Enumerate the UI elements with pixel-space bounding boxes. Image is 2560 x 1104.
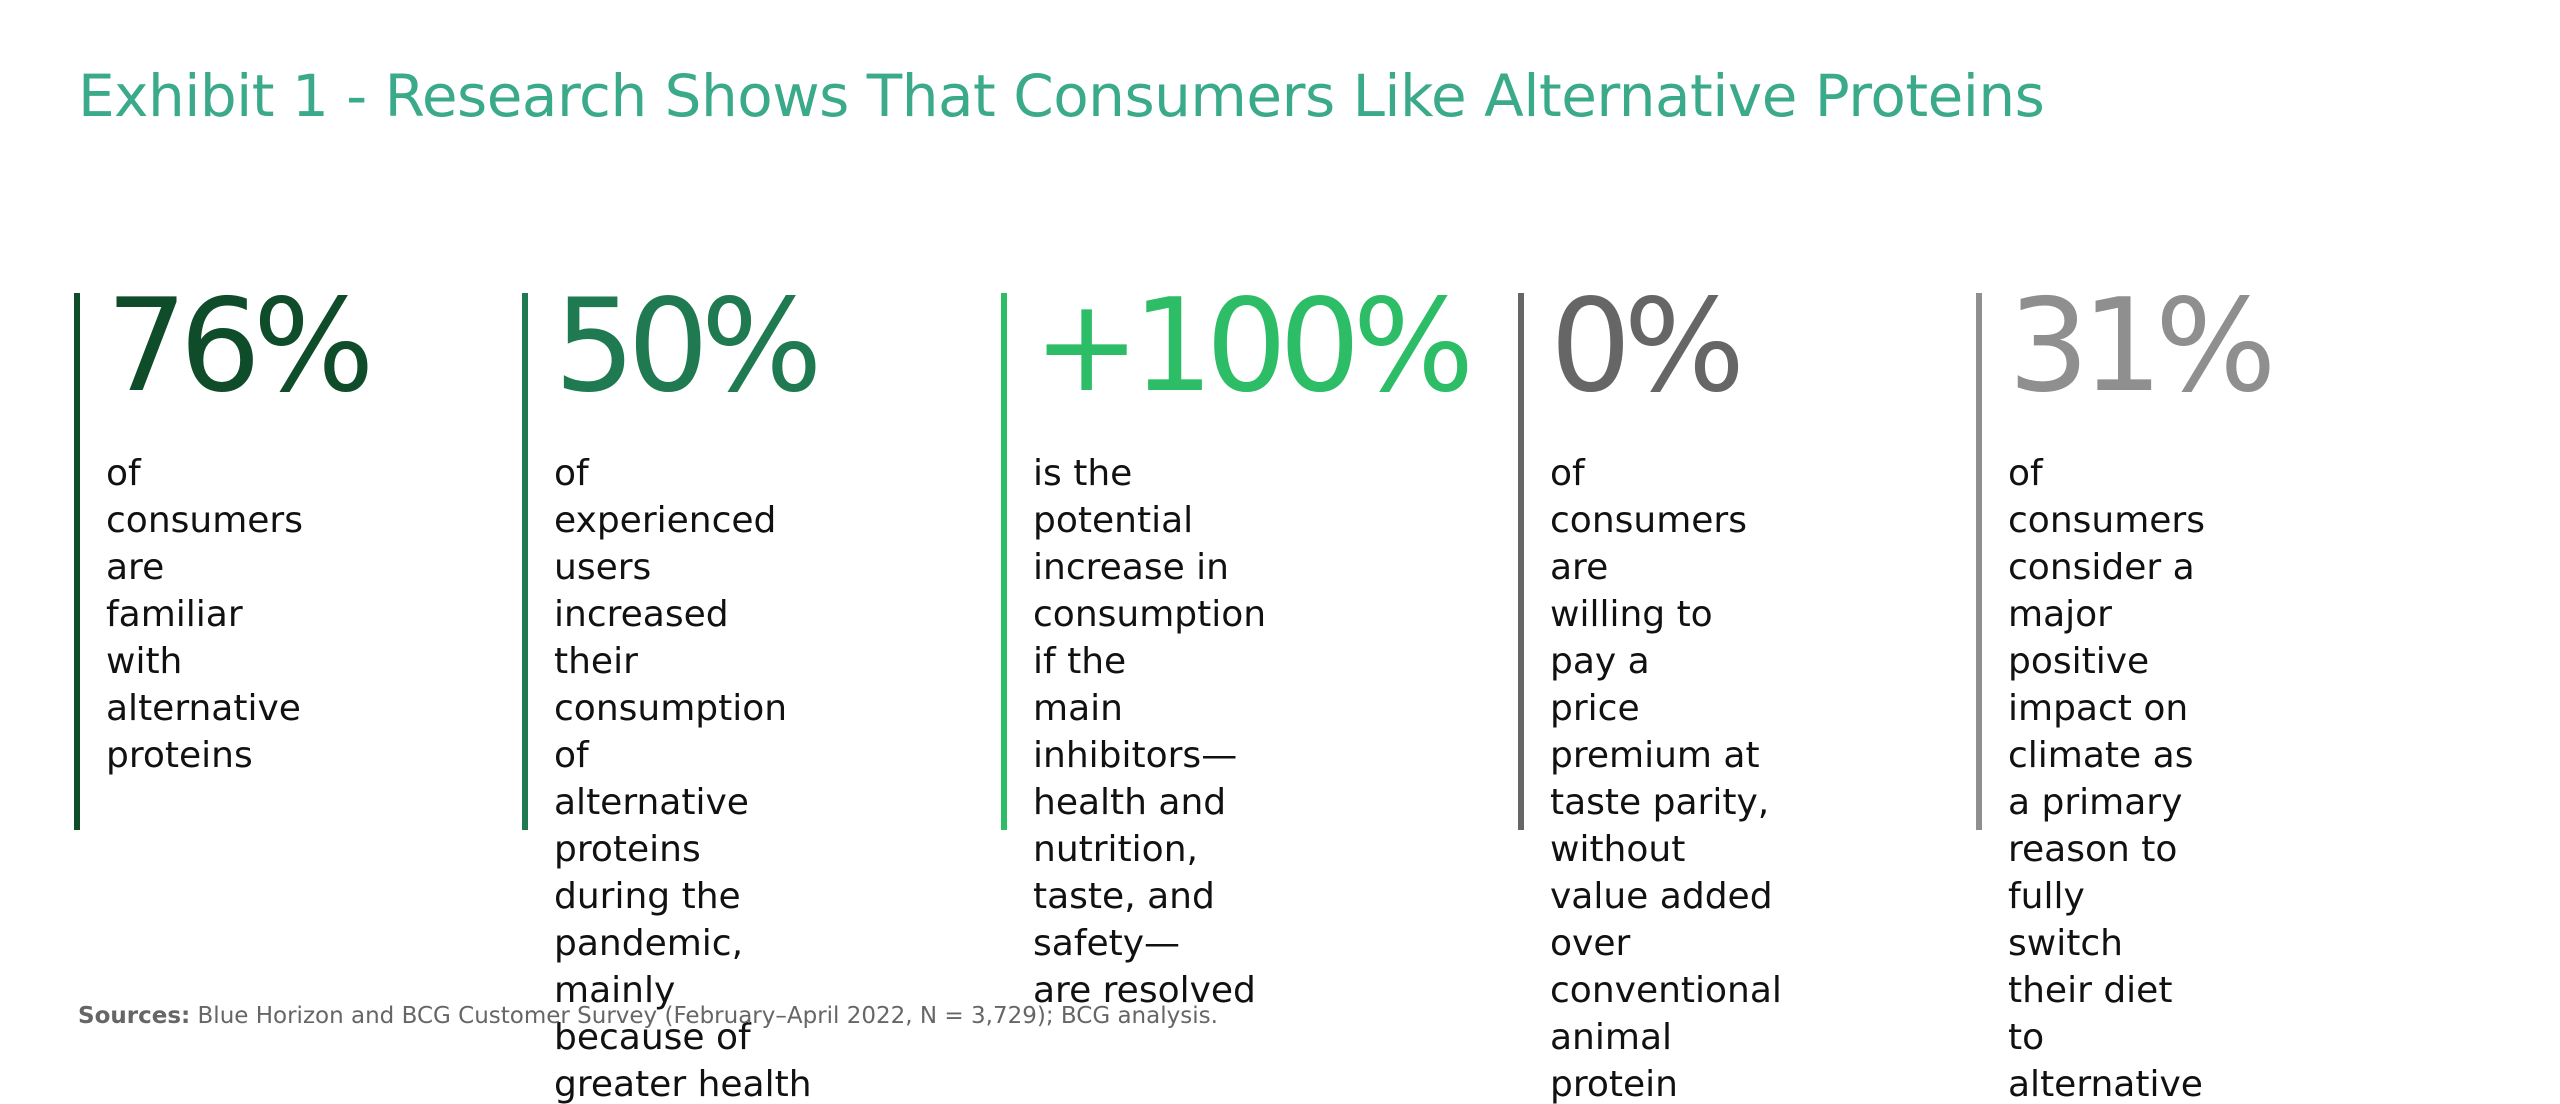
stat-description: of consumers are willing to pay a price … [1550, 453, 1782, 1104]
stat-column-price-premium: 0% of consumers are willing to pay a pri… [1518, 283, 1782, 1104]
stat-column-increased-consumption: 50% of experienced users increased their… [522, 283, 822, 1104]
stat-column-climate-impact: 31% of consumers consider a major positi… [1976, 283, 2276, 1104]
sources-text: Blue Horizon and BCG Customer Survey (Fe… [190, 1003, 1218, 1029]
page-title: Exhibit 1 - Research Shows That Consumer… [78, 62, 2045, 130]
stat-value: 76% [106, 272, 374, 421]
stat-description: of experienced users increased their con… [554, 453, 812, 1104]
stat-value: 50% [554, 272, 822, 421]
sources-note: Sources: Blue Horizon and BCG Customer S… [78, 1003, 1218, 1029]
stat-value: 0% [1550, 272, 1745, 421]
stat-description: of consumers consider a major positive i… [2008, 453, 2205, 1104]
stat-description: is the potential increase in consumption… [1033, 453, 1267, 1011]
stat-column-familiar: 76% of consumers are familiar with alter… [74, 283, 374, 830]
stat-description: of consumers are familiar with alternati… [106, 453, 303, 776]
stat-value: +100% [1033, 272, 1474, 421]
sources-label: Sources: [78, 1003, 191, 1029]
stat-column-potential-increase: +100% is the potential increase in consu… [1001, 283, 1474, 1011]
stat-value: 31% [2008, 272, 2276, 421]
